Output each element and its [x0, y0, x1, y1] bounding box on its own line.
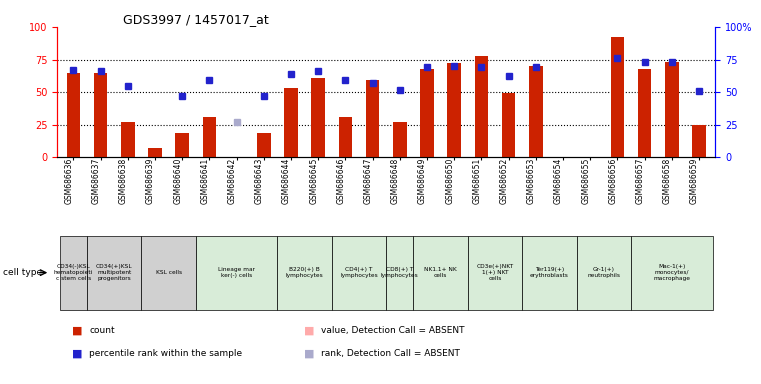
Bar: [577, 236, 631, 310]
Text: CD3e(+)NKT
1(+) NKT
cells: CD3e(+)NKT 1(+) NKT cells: [476, 264, 514, 281]
Text: rank, Detection Call = ABSENT: rank, Detection Call = ABSENT: [321, 349, 460, 358]
Text: GSM686655: GSM686655: [581, 157, 591, 204]
Bar: [529, 66, 543, 157]
Bar: [278, 236, 332, 310]
Bar: [311, 78, 325, 157]
Text: GSM686645: GSM686645: [309, 157, 318, 204]
Bar: [142, 236, 196, 310]
Text: GSM686657: GSM686657: [635, 157, 645, 204]
Bar: [202, 117, 216, 157]
Text: GSM686648: GSM686648: [391, 157, 400, 204]
Bar: [87, 236, 142, 310]
Text: KSL cells: KSL cells: [155, 270, 182, 275]
Text: GSM686659: GSM686659: [690, 157, 699, 204]
Text: percentile rank within the sample: percentile rank within the sample: [89, 349, 242, 358]
Text: GSM686656: GSM686656: [608, 157, 617, 204]
Bar: [175, 132, 189, 157]
Text: GSM686643: GSM686643: [255, 157, 264, 204]
Text: GSM686658: GSM686658: [663, 157, 672, 204]
Text: GSM686650: GSM686650: [445, 157, 454, 204]
Text: GSM686640: GSM686640: [174, 157, 182, 204]
Bar: [468, 236, 522, 310]
Text: cell type: cell type: [3, 268, 42, 277]
Text: GSM686654: GSM686654: [554, 157, 563, 204]
Bar: [522, 236, 577, 310]
Text: CD4(+) T
lymphocytes: CD4(+) T lymphocytes: [340, 267, 378, 278]
Bar: [257, 132, 271, 157]
Bar: [501, 93, 515, 157]
Text: GSM686637: GSM686637: [91, 157, 100, 204]
Text: NK1.1+ NK
cells: NK1.1+ NK cells: [424, 267, 457, 278]
Bar: [393, 122, 406, 157]
Text: CD8(+) T
lymphocytes: CD8(+) T lymphocytes: [381, 267, 419, 278]
Bar: [475, 56, 489, 157]
Text: ■: ■: [72, 348, 83, 358]
Text: Lineage mar
ker(-) cells: Lineage mar ker(-) cells: [218, 267, 255, 278]
Bar: [386, 236, 413, 310]
Bar: [284, 88, 298, 157]
Text: Ter119(+)
erythroblasts: Ter119(+) erythroblasts: [530, 267, 569, 278]
Bar: [148, 148, 162, 157]
Text: ■: ■: [304, 348, 315, 358]
Text: Gr-1(+)
neutrophils: Gr-1(+) neutrophils: [587, 267, 620, 278]
Bar: [413, 236, 468, 310]
Bar: [196, 236, 278, 310]
Bar: [447, 63, 461, 157]
Text: GSM686642: GSM686642: [228, 157, 237, 204]
Text: ■: ■: [304, 325, 315, 335]
Text: value, Detection Call = ABSENT: value, Detection Call = ABSENT: [321, 326, 465, 335]
Text: CD34(+)KSL
multipotent
progenitors: CD34(+)KSL multipotent progenitors: [96, 264, 132, 281]
Text: GSM686636: GSM686636: [65, 157, 73, 204]
Bar: [610, 37, 624, 157]
Text: CD34(-)KSL
hematopoieti
c stem cells: CD34(-)KSL hematopoieti c stem cells: [54, 264, 93, 281]
Text: GSM686646: GSM686646: [336, 157, 345, 204]
Text: GSM686638: GSM686638: [119, 157, 128, 204]
Text: ■: ■: [72, 325, 83, 335]
Bar: [631, 236, 712, 310]
Text: GSM686641: GSM686641: [200, 157, 209, 204]
Text: GSM686653: GSM686653: [527, 157, 536, 204]
Text: count: count: [89, 326, 115, 335]
Bar: [67, 73, 80, 157]
Bar: [94, 73, 107, 157]
Text: B220(+) B
lymphocytes: B220(+) B lymphocytes: [285, 267, 323, 278]
Bar: [60, 236, 87, 310]
Bar: [665, 62, 679, 157]
Text: GSM686651: GSM686651: [473, 157, 482, 204]
Text: GDS3997 / 1457017_at: GDS3997 / 1457017_at: [123, 13, 269, 26]
Text: Mac-1(+)
monocytes/
macrophage: Mac-1(+) monocytes/ macrophage: [653, 264, 690, 281]
Text: GSM686652: GSM686652: [500, 157, 508, 204]
Text: GSM686644: GSM686644: [282, 157, 291, 204]
Bar: [121, 122, 135, 157]
Text: GSM686639: GSM686639: [146, 157, 155, 204]
Text: GSM686649: GSM686649: [418, 157, 427, 204]
Bar: [693, 125, 705, 157]
Bar: [638, 69, 651, 157]
Text: GSM686647: GSM686647: [364, 157, 373, 204]
Bar: [420, 69, 434, 157]
Bar: [366, 80, 380, 157]
Bar: [339, 117, 352, 157]
Bar: [332, 236, 386, 310]
